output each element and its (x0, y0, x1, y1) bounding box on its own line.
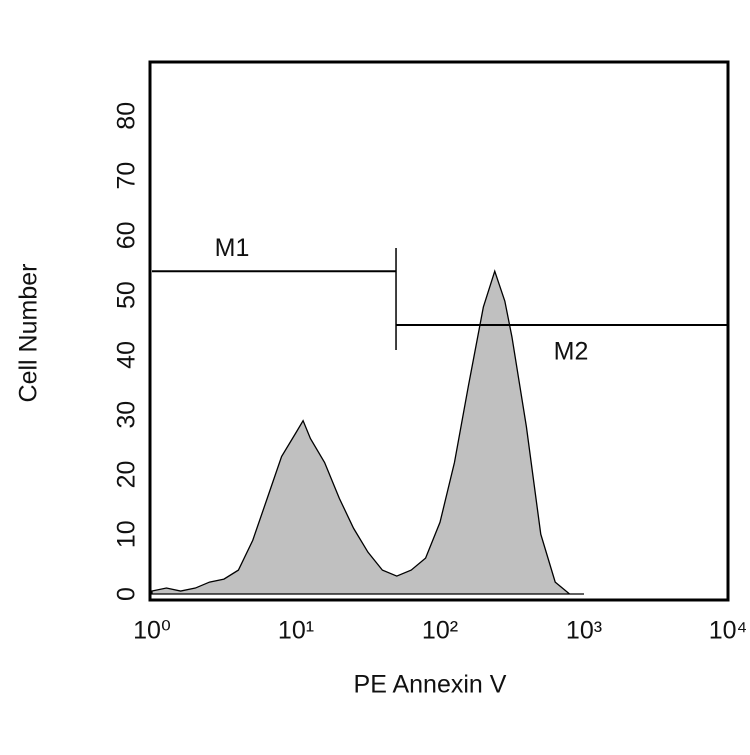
y-tick-label: 10 (113, 520, 141, 548)
y-tick-label: 30 (113, 401, 141, 429)
x-axis-label: PE Annexin V (354, 671, 507, 699)
y-tick-label: 0 (113, 587, 141, 601)
x-tick-label: 10¹ (278, 617, 314, 645)
y-tick-label: 70 (113, 162, 141, 190)
x-tick-label: 10³ (566, 617, 602, 645)
x-tick-label: 10² (422, 617, 458, 645)
y-tick-label: 40 (113, 341, 141, 369)
y-axis-label: Cell Number (15, 264, 43, 403)
y-tick-label: 80 (113, 102, 141, 130)
y-tick-label: 20 (113, 461, 141, 489)
y-tick-label: 50 (113, 281, 141, 309)
x-tick-label: 10⁴ (709, 617, 748, 645)
plot-frame (148, 60, 730, 602)
y-tick-label: 60 (113, 221, 141, 249)
marker-label: M1 (215, 234, 250, 262)
marker-label: M2 (554, 338, 589, 366)
x-tick-label: 10⁰ (133, 617, 171, 645)
histogram-area (151, 269, 584, 595)
